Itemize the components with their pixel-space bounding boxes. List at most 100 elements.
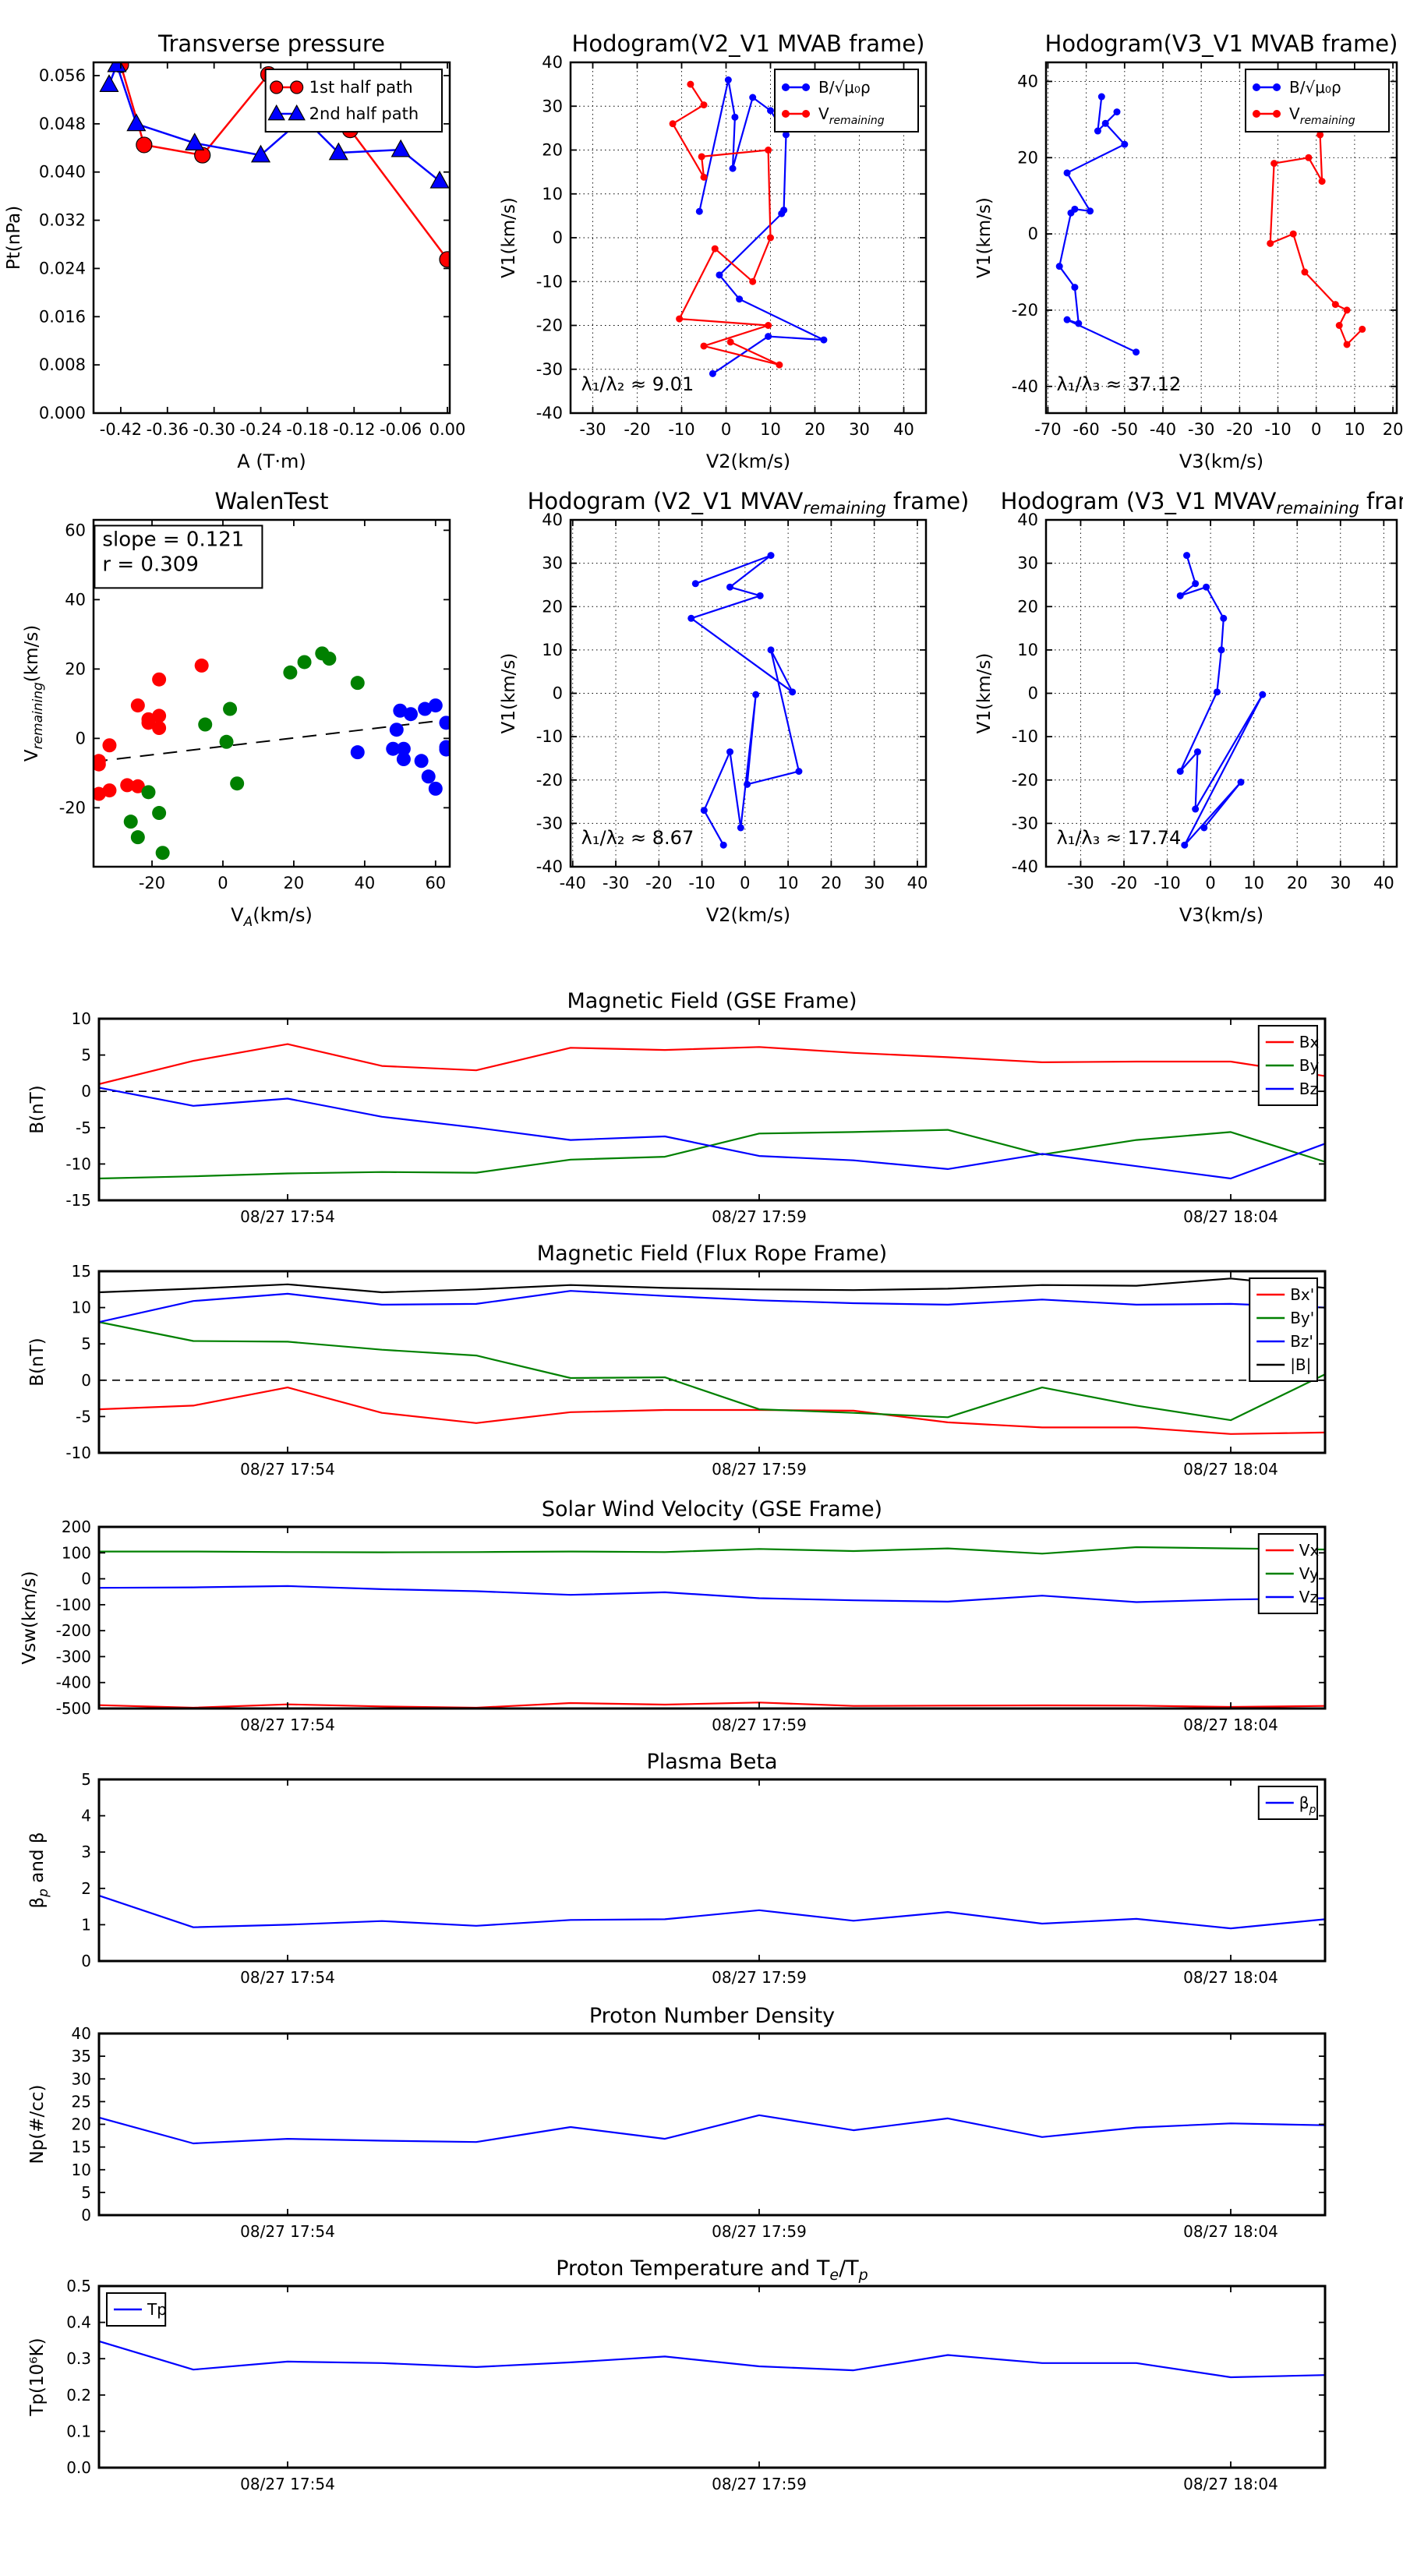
y-tick-label: 10 (1017, 641, 1038, 659)
y-tick-label: 200 (62, 1518, 91, 1536)
x-tick-label: -0.36 (147, 420, 189, 439)
y-tick-label: -20 (1012, 301, 1038, 320)
y-tick-label: 0.3 (66, 2349, 91, 2368)
data-point-marker (749, 277, 757, 285)
data-point-marker (767, 552, 775, 560)
data-point-marker (389, 723, 404, 737)
data-point-marker (1335, 322, 1343, 329)
data-point-marker (102, 783, 117, 798)
data-point-marker (726, 583, 734, 591)
data-point-marker (700, 342, 708, 350)
data-point-marker (802, 110, 810, 118)
data-point-marker (270, 80, 284, 94)
y-tick-label: 25 (72, 2092, 91, 2111)
x-tick-label: 08/27 17:54 (240, 1460, 335, 1479)
y-axis-label: Pt(nPa) (4, 206, 24, 270)
data-point-marker (403, 707, 418, 722)
axes-frame (97, 1525, 1327, 1710)
data-point-marker (767, 646, 775, 654)
y-tick-label: -40 (536, 404, 563, 422)
x-tick-label: 40 (354, 874, 375, 892)
x-tick-label: 40 (893, 420, 914, 439)
data-point-marker (1067, 209, 1075, 217)
series-Bx (99, 1043, 1325, 1085)
data-point-marker (789, 688, 797, 696)
annotation: λ₁/λ₃ ≈ 17.74 (1057, 827, 1182, 849)
data-point-marker (1343, 341, 1351, 348)
x-tick-label: 20 (284, 874, 305, 892)
data-point-marker (428, 781, 443, 796)
data-point-marker (267, 104, 285, 121)
data-point-marker (1121, 140, 1129, 148)
y-tick-label: -10 (1012, 727, 1038, 746)
series-group (687, 552, 803, 849)
data-point-marker (130, 698, 145, 713)
x-tick-label: 10 (1243, 874, 1264, 892)
data-point-marker (1259, 691, 1267, 698)
x-axis-label: A (T·m) (237, 451, 306, 472)
data-point-marker (1220, 614, 1228, 622)
data-point-marker (1301, 268, 1309, 276)
data-point-marker (776, 361, 783, 369)
data-point-marker (123, 814, 138, 829)
data-point-marker (120, 778, 135, 793)
legend-label: Vx (1299, 1541, 1320, 1560)
axes-frame (97, 1270, 1327, 1454)
x-tick-label: 40 (907, 874, 928, 892)
y-tick-label: 0.016 (39, 307, 86, 326)
y-tick-label: 0 (81, 1082, 91, 1101)
data-point-marker (1183, 552, 1191, 560)
data-point-marker (141, 785, 156, 800)
y-tick-label: 100 (62, 1543, 91, 1562)
x-tick-label: 10 (1345, 420, 1366, 439)
data-point-marker (1316, 131, 1324, 139)
y-tick-label: 3 (81, 1843, 91, 1861)
data-point-marker (1203, 583, 1210, 591)
y-axis-label: V1(km/s) (974, 653, 995, 734)
series-Np (99, 2114, 1325, 2145)
x-axis-label: V2(km/s) (706, 904, 790, 926)
data-point-marker (136, 136, 153, 154)
x-tick-label: -0.12 (333, 420, 375, 439)
y-tick-label: -200 (56, 1621, 91, 1640)
data-point-marker (676, 315, 684, 323)
legend-label: Bx' (1290, 1285, 1314, 1304)
data-point-marker (726, 748, 734, 756)
data-point-marker (700, 807, 708, 814)
x-tick-label: 30 (864, 874, 885, 892)
axes-frame (92, 61, 451, 415)
data-point-marker (396, 752, 411, 767)
x-tick-label: -20 (139, 874, 165, 892)
data-point-marker (782, 110, 790, 118)
data-point-marker (1253, 110, 1260, 118)
data-point-marker (418, 701, 433, 716)
x-tick-label: -30 (603, 874, 629, 892)
data-point-marker (1200, 824, 1208, 832)
y-tick-label: 35 (72, 2047, 91, 2065)
y-axis-label: Vsw(km/s) (19, 1571, 40, 1665)
data-point-marker (1181, 841, 1189, 849)
plot-title: Proton Number Density (589, 2004, 835, 2028)
series-Bx' (99, 1387, 1325, 1435)
legend-label: βp (1299, 1793, 1316, 1816)
y-tick-label: 40 (65, 590, 86, 609)
plot-title: Hodogram (V2_V1 MVAVremaining frame) (528, 488, 970, 518)
axes-frame (97, 2284, 1327, 2469)
legend-label: Bx (1299, 1033, 1320, 1051)
y-tick-label: -20 (536, 316, 563, 335)
y-tick-label: -5 (76, 1407, 91, 1426)
y-tick-label: 10 (72, 1299, 91, 1317)
y-tick-label: 10 (72, 2161, 91, 2179)
y-tick-label: 20 (1017, 597, 1038, 616)
data-point-marker (391, 139, 411, 157)
legend-label: 2nd half path (309, 104, 419, 123)
y-tick-label: 0.040 (39, 163, 86, 182)
y-axis-label: βp and β (27, 1832, 51, 1908)
data-point-marker (1217, 646, 1225, 654)
x-tick-label: -10 (668, 420, 694, 439)
data-point-marker (439, 742, 450, 757)
y-axis-label: B(nT) (27, 1085, 48, 1133)
data-point-marker (155, 846, 170, 860)
data-point-marker (749, 94, 757, 101)
data-point-marker (1331, 301, 1339, 309)
